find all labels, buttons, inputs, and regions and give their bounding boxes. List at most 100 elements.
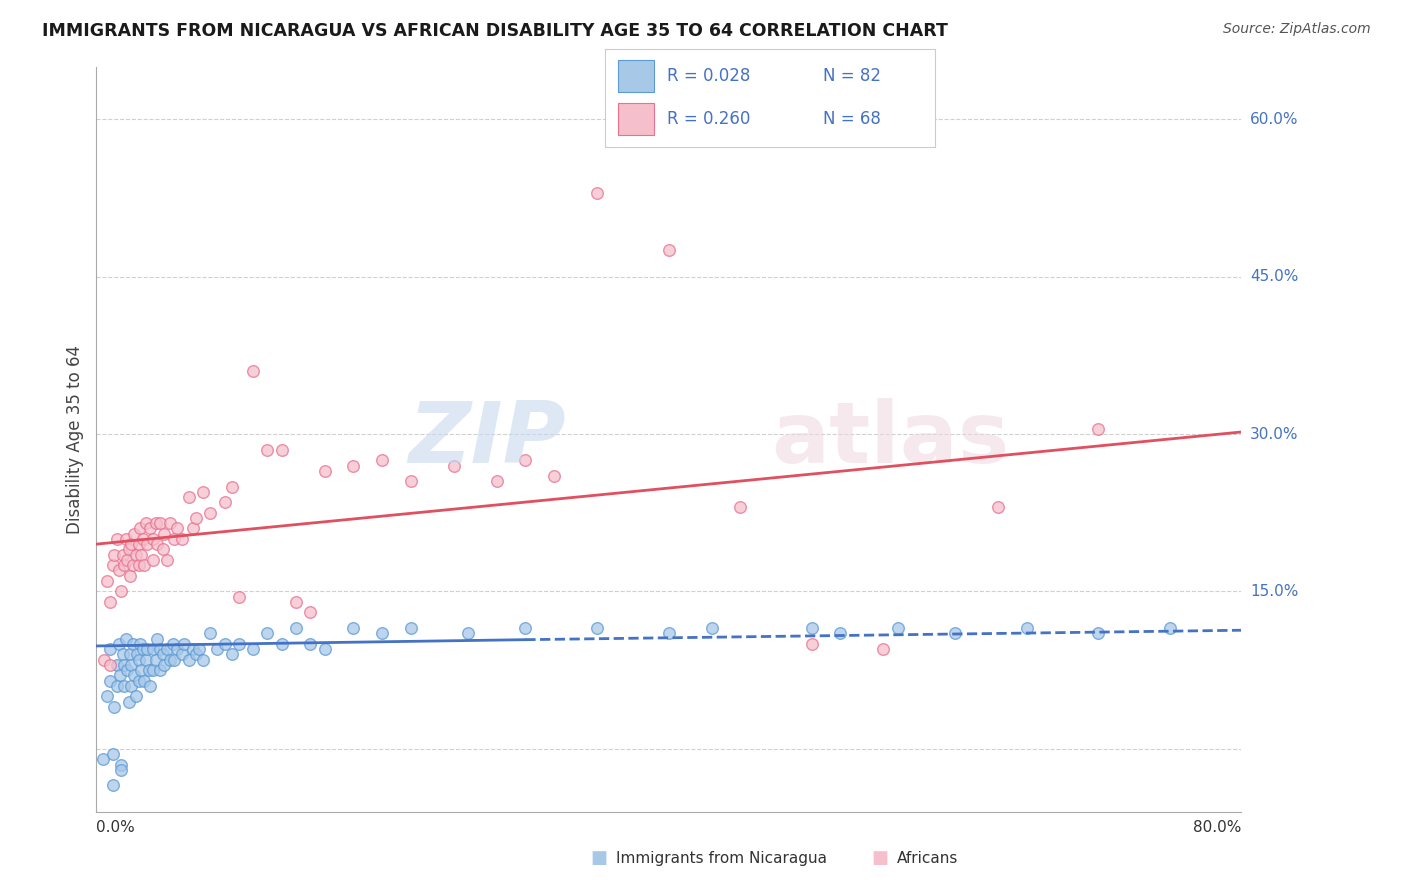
- Text: N = 68: N = 68: [823, 111, 880, 128]
- Point: [96, 574, 118, 588]
- Point: [299, 606, 322, 620]
- Point: [200, 626, 222, 640]
- Point: [134, 558, 156, 573]
- Point: [200, 506, 222, 520]
- Point: [112, 679, 135, 693]
- Text: 45.0%: 45.0%: [1250, 269, 1299, 285]
- Point: [127, 648, 149, 662]
- Point: [132, 642, 155, 657]
- Point: [103, 699, 125, 714]
- Point: [131, 548, 153, 562]
- Point: [658, 244, 681, 258]
- Point: [129, 637, 152, 651]
- Point: [256, 626, 278, 640]
- Point: [115, 663, 138, 677]
- Point: [132, 532, 155, 546]
- Point: [221, 648, 243, 662]
- Point: [191, 652, 214, 666]
- Point: [1087, 626, 1109, 640]
- Text: atlas: atlas: [772, 398, 1010, 481]
- Point: [887, 621, 910, 635]
- Point: [228, 590, 250, 604]
- Point: [121, 637, 143, 651]
- Point: [987, 500, 1010, 515]
- Point: [93, 652, 115, 666]
- Point: [142, 532, 165, 546]
- Point: [943, 626, 966, 640]
- Point: [187, 642, 209, 657]
- Point: [128, 558, 150, 573]
- Point: [314, 464, 336, 478]
- Point: [153, 657, 176, 672]
- Point: [163, 652, 186, 666]
- Point: [124, 526, 146, 541]
- Point: [700, 621, 723, 635]
- Point: [118, 568, 141, 582]
- Point: [105, 532, 128, 546]
- Bar: [617, 60, 654, 92]
- Point: [101, 558, 124, 573]
- Point: [342, 621, 364, 635]
- Text: 30.0%: 30.0%: [1250, 426, 1299, 442]
- Point: [128, 537, 150, 551]
- Point: [101, 747, 124, 761]
- Point: [135, 652, 157, 666]
- Text: ■: ■: [872, 849, 889, 867]
- Point: [111, 648, 134, 662]
- Point: [120, 657, 142, 672]
- Point: [872, 642, 894, 657]
- Point: [515, 621, 537, 635]
- Point: [105, 657, 128, 672]
- Point: [128, 673, 150, 688]
- Point: [177, 490, 200, 504]
- Point: [135, 516, 157, 531]
- Point: [134, 673, 156, 688]
- Point: [136, 642, 159, 657]
- Point: [156, 553, 179, 567]
- Point: [139, 679, 162, 693]
- Point: [156, 642, 179, 657]
- Point: [800, 621, 823, 635]
- Point: [152, 648, 174, 662]
- Point: [177, 652, 200, 666]
- Point: [110, 584, 132, 599]
- Point: [256, 442, 278, 457]
- Point: [515, 453, 537, 467]
- Point: [142, 553, 165, 567]
- Point: [314, 642, 336, 657]
- Point: [270, 442, 292, 457]
- Point: [181, 521, 204, 535]
- Point: [166, 642, 188, 657]
- Point: [138, 663, 160, 677]
- Point: [371, 453, 394, 467]
- Point: [118, 648, 141, 662]
- Text: R = 0.260: R = 0.260: [668, 111, 751, 128]
- Point: [125, 690, 148, 704]
- Point: [371, 626, 394, 640]
- Point: [159, 516, 181, 531]
- Point: [98, 673, 121, 688]
- Point: [101, 779, 124, 793]
- Point: [543, 469, 565, 483]
- Point: [111, 548, 134, 562]
- Point: [184, 511, 207, 525]
- Point: [658, 626, 681, 640]
- Point: [149, 663, 172, 677]
- Point: [149, 642, 172, 657]
- Point: [128, 652, 150, 666]
- Point: [142, 663, 165, 677]
- Point: [98, 642, 121, 657]
- Point: [145, 516, 167, 531]
- Point: [107, 564, 129, 578]
- Point: [112, 657, 135, 672]
- Point: [207, 642, 229, 657]
- Point: [136, 537, 159, 551]
- Point: [142, 642, 165, 657]
- Point: [586, 621, 609, 635]
- Point: [131, 663, 153, 677]
- Point: [107, 637, 129, 651]
- Text: IMMIGRANTS FROM NICARAGUA VS AFRICAN DISABILITY AGE 35 TO 64 CORRELATION CHART: IMMIGRANTS FROM NICARAGUA VS AFRICAN DIS…: [42, 22, 948, 40]
- Point: [117, 542, 139, 557]
- Point: [586, 186, 609, 200]
- Point: [110, 763, 132, 777]
